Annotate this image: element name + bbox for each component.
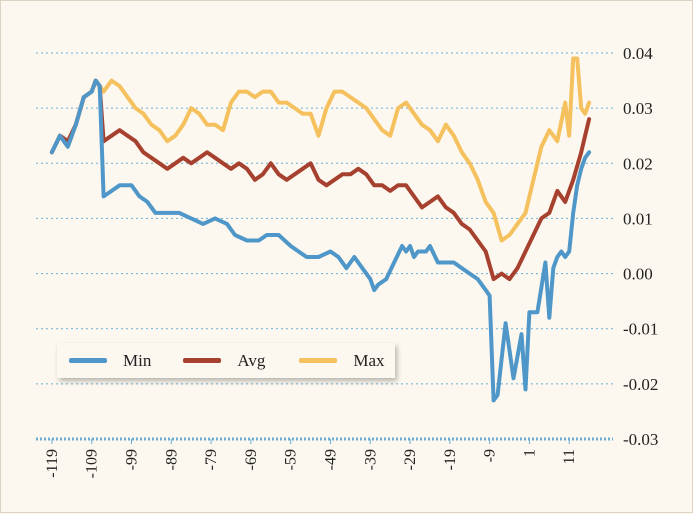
series-group: [49, 56, 592, 403]
gridlines: [36, 52, 613, 441]
legend-item-max: Max: [299, 350, 385, 371]
y-axis-ticks: 0.04 0.03 0.02 0.01 0.00 -0.01 -0.02 -0.03: [623, 44, 658, 449]
x-tick-label: -9: [482, 449, 499, 462]
y-tick-label: 0.00: [623, 265, 653, 284]
x-tick-label: 1: [521, 449, 538, 457]
x-axis-ticks: -119 -109 -99 -89 -79 -69 -59 -49 -39 -29 -19 -9 1 11: [44, 439, 578, 478]
y-tick-label: 0.01: [623, 209, 653, 228]
legend: Min Avg Max: [57, 343, 395, 378]
legend-label-min: Min: [123, 350, 152, 370]
y-tick-label: -0.01: [623, 320, 658, 339]
series-line-min: [49, 78, 592, 403]
legend-item-avg: Avg: [183, 351, 265, 371]
x-tick-label: -39: [362, 449, 379, 470]
x-tick-label: -119: [44, 449, 61, 478]
legend-swatch-avg: [183, 358, 222, 363]
series-line-max: [49, 56, 592, 243]
x-tick-label: -49: [322, 449, 339, 470]
x-tick-label: -59: [283, 449, 300, 470]
x-tick-label: -89: [163, 449, 180, 470]
x-tick-label: -99: [124, 449, 141, 470]
y-tick-label: 0.03: [623, 99, 653, 118]
x-tick-label: -109: [84, 449, 101, 478]
legend-label-avg: Avg: [237, 350, 266, 370]
x-tick-label: -19: [442, 449, 459, 470]
legend-item-min: Min: [69, 351, 151, 371]
x-tick-label: -29: [402, 449, 419, 470]
legend-label-max: Max: [353, 350, 385, 370]
x-tick-label: -69: [243, 449, 260, 470]
y-tick-label: -0.02: [623, 375, 658, 394]
y-tick-label: 0.02: [623, 154, 653, 173]
y-tick-label: 0.04: [623, 44, 653, 63]
series-line-avg: [49, 78, 592, 282]
legend-swatch-min: [69, 358, 107, 363]
x-tick-label: 11: [561, 449, 578, 464]
x-tick-label: -79: [203, 449, 220, 470]
y-tick-label: -0.03: [623, 430, 658, 449]
legend-swatch-max: [299, 358, 338, 363]
